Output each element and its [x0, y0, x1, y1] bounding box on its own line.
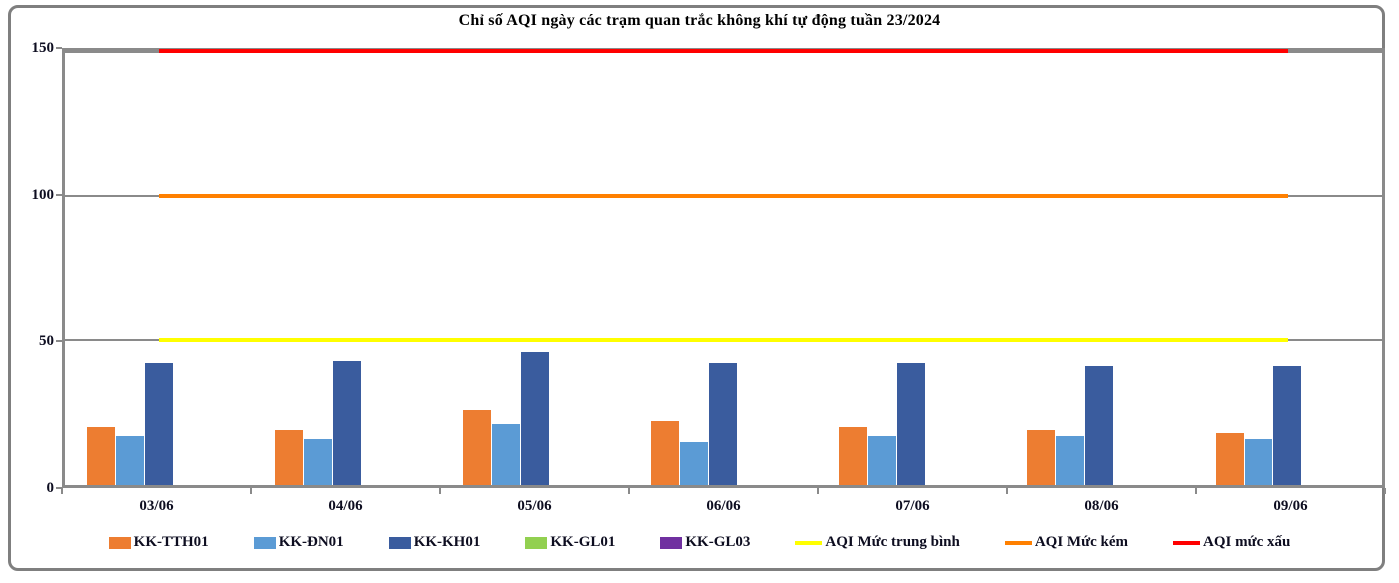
bar-KK-KH01-09/06	[1273, 366, 1302, 485]
legend-item-AQI Mức kém: AQI Mức kém	[1004, 534, 1128, 551]
x-axis-tick	[1006, 488, 1008, 494]
bar-KK-KH01-04/06	[332, 360, 361, 485]
legend-line-swatch-icon	[1004, 540, 1032, 545]
bar-KK-TTH01-07/06	[839, 427, 868, 485]
legend-label: AQI mức xấu	[1202, 534, 1291, 550]
legend-label: KK-TTH01	[133, 534, 209, 550]
threshold-line-100	[159, 193, 1288, 198]
y-axis-tick	[56, 340, 62, 343]
bar-KK-ĐN01-03/06	[115, 435, 144, 485]
x-axis-label-08/06: 08/06	[1084, 498, 1119, 514]
legend-label: KK-KH01	[413, 534, 481, 550]
bar-KK-TTH01-08/06	[1027, 430, 1056, 485]
legend-item-AQI mức xấu: AQI mức xấu	[1172, 534, 1291, 551]
legend-item-AQI Mức trung bình: AQI Mức trung bình	[795, 534, 960, 551]
bar-KK-ĐN01-06/06	[680, 441, 709, 485]
y-axis-tick	[56, 193, 62, 196]
x-axis-label-04/06: 04/06	[328, 498, 363, 514]
legend-line-swatch-icon	[1172, 540, 1200, 545]
legend-line-swatch-icon	[795, 540, 823, 545]
bar-KK-TTH01-03/06	[86, 427, 115, 485]
y-axis-label-50: 50	[39, 333, 54, 350]
legend-bar-swatch-icon	[253, 536, 276, 549]
bar-KK-KH01-05/06	[520, 351, 549, 485]
legend-bar-swatch-icon	[108, 536, 131, 549]
threshold-line-150	[159, 49, 1288, 53]
legend-bar-swatch-icon	[660, 536, 683, 549]
bar-KK-TTH01-09/06	[1215, 432, 1244, 485]
legend-label: KK-GL01	[550, 534, 616, 550]
bar-KK-TTH01-04/06	[274, 430, 303, 485]
legend-item-KK-TTH01: KK-TTH01	[108, 534, 209, 551]
x-axis-tick	[439, 488, 441, 494]
legend-item-KK-GL01: KK-GL01	[525, 534, 615, 551]
bar-KK-ĐN01-07/06	[868, 435, 897, 485]
bar-KK-ĐN01-08/06	[1056, 435, 1085, 485]
legend-item-KK-ĐN01: KK-ĐN01	[253, 534, 344, 551]
chart-title: Chỉ số AQI ngày các trạm quan trắc không…	[458, 12, 941, 29]
x-axis-label-07/06: 07/06	[895, 498, 930, 514]
x-axis-label-05/06: 05/06	[517, 498, 552, 514]
y-axis-tick	[56, 47, 62, 49]
bar-KK-KH01-08/06	[1085, 366, 1114, 485]
plot-area	[62, 48, 1385, 488]
bar-KK-ĐN01-05/06	[491, 424, 520, 485]
x-axis-label-06/06: 06/06	[706, 498, 741, 514]
legend-label: KK-ĐN01	[278, 534, 344, 550]
x-axis-tick	[1195, 488, 1197, 494]
legend-item-KK-GL03: KK-GL03	[660, 534, 750, 551]
legend-bar-swatch-icon	[388, 536, 411, 549]
plot-inner	[65, 49, 1382, 485]
legend-item-KK-KH01: KK-KH01	[388, 534, 481, 551]
x-axis-tick	[628, 488, 630, 494]
x-axis-tick	[61, 488, 63, 494]
legend: KK-TTH01 KK-ĐN01 KK-KH01 KK-GL01 KK-GL03 AQI …	[0, 534, 1399, 551]
y-axis-label-0: 0	[46, 480, 55, 496]
bar-KK-TTH01-06/06	[651, 421, 680, 485]
y-axis-label-150: 150	[31, 40, 55, 56]
x-axis-tick	[250, 488, 252, 494]
legend-bar-swatch-icon	[525, 536, 548, 549]
x-axis-label-09/06: 09/06	[1273, 498, 1308, 514]
x-axis-tick	[817, 488, 819, 494]
threshold-line-50	[159, 338, 1288, 343]
bar-KK-ĐN01-04/06	[303, 438, 332, 485]
y-axis-tick	[56, 487, 62, 489]
bar-KK-KH01-03/06	[144, 363, 173, 485]
bar-KK-KH01-07/06	[897, 363, 926, 485]
bar-KK-ĐN01-09/06	[1244, 438, 1273, 485]
legend-label: KK-GL03	[685, 534, 751, 550]
x-axis-tick	[1384, 488, 1386, 494]
legend-label: AQI Mức trung bình	[825, 534, 960, 550]
y-axis-label-100: 100	[31, 186, 55, 203]
bar-KK-KH01-06/06	[709, 363, 737, 485]
bar-KK-TTH01-05/06	[462, 409, 491, 485]
x-axis-label-03/06: 03/06	[139, 498, 174, 514]
legend-label: AQI Mức kém	[1034, 534, 1128, 550]
